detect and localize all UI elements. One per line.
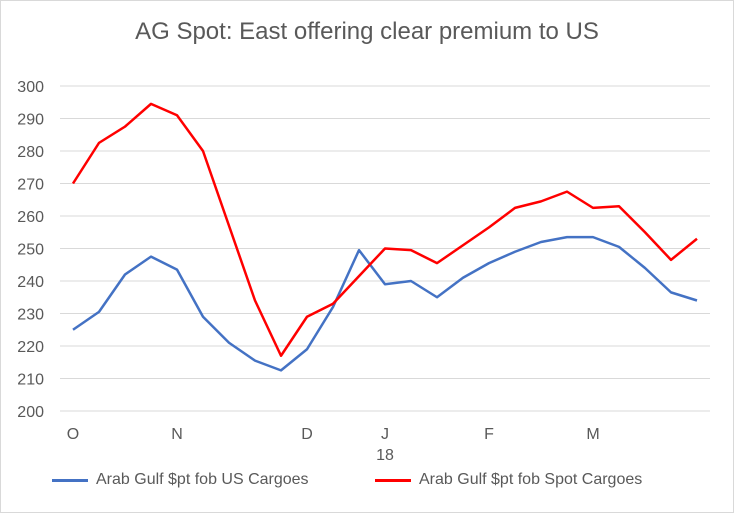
y-tick-label: 250 [17,242,44,259]
x-tick-label: N [171,426,183,443]
legend-item-spot: Arab Gulf $pt fob Spot Cargoes [375,471,642,489]
x-tick-label: M [586,426,599,443]
y-tick-label: 300 [17,79,44,96]
y-tick-label: 230 [17,307,44,324]
y-tick-label: 210 [17,372,44,389]
x-tick-label: J [381,426,389,443]
y-tick-label: 290 [17,112,44,129]
y-tick-label: 220 [17,339,44,356]
y-tick-label: 260 [17,209,44,226]
y-tick-label: 200 [17,404,44,421]
x-tick-label: D [301,426,313,443]
series-line-1 [71,102,698,357]
legend-swatch-us [52,478,88,482]
legend-label-us: Arab Gulf $pt fob US Cargoes [96,471,309,488]
chart-title: AG Spot: East offering clear premium to … [135,18,599,45]
legend-item-us: Arab Gulf $pt fob US Cargoes [52,471,309,489]
legend-label-spot: Arab Gulf $pt fob Spot Cargoes [419,471,643,488]
series-line-0 [72,235,698,372]
y-tick-label: 270 [17,177,44,194]
y-tick-label: 280 [17,144,44,161]
x-tick-label: F [484,426,494,443]
y-tick-label: 240 [17,274,44,291]
x-tick-sublabel: 18 [376,447,394,464]
x-tick-label: O [67,426,79,443]
legend-swatch-spot [375,478,411,482]
